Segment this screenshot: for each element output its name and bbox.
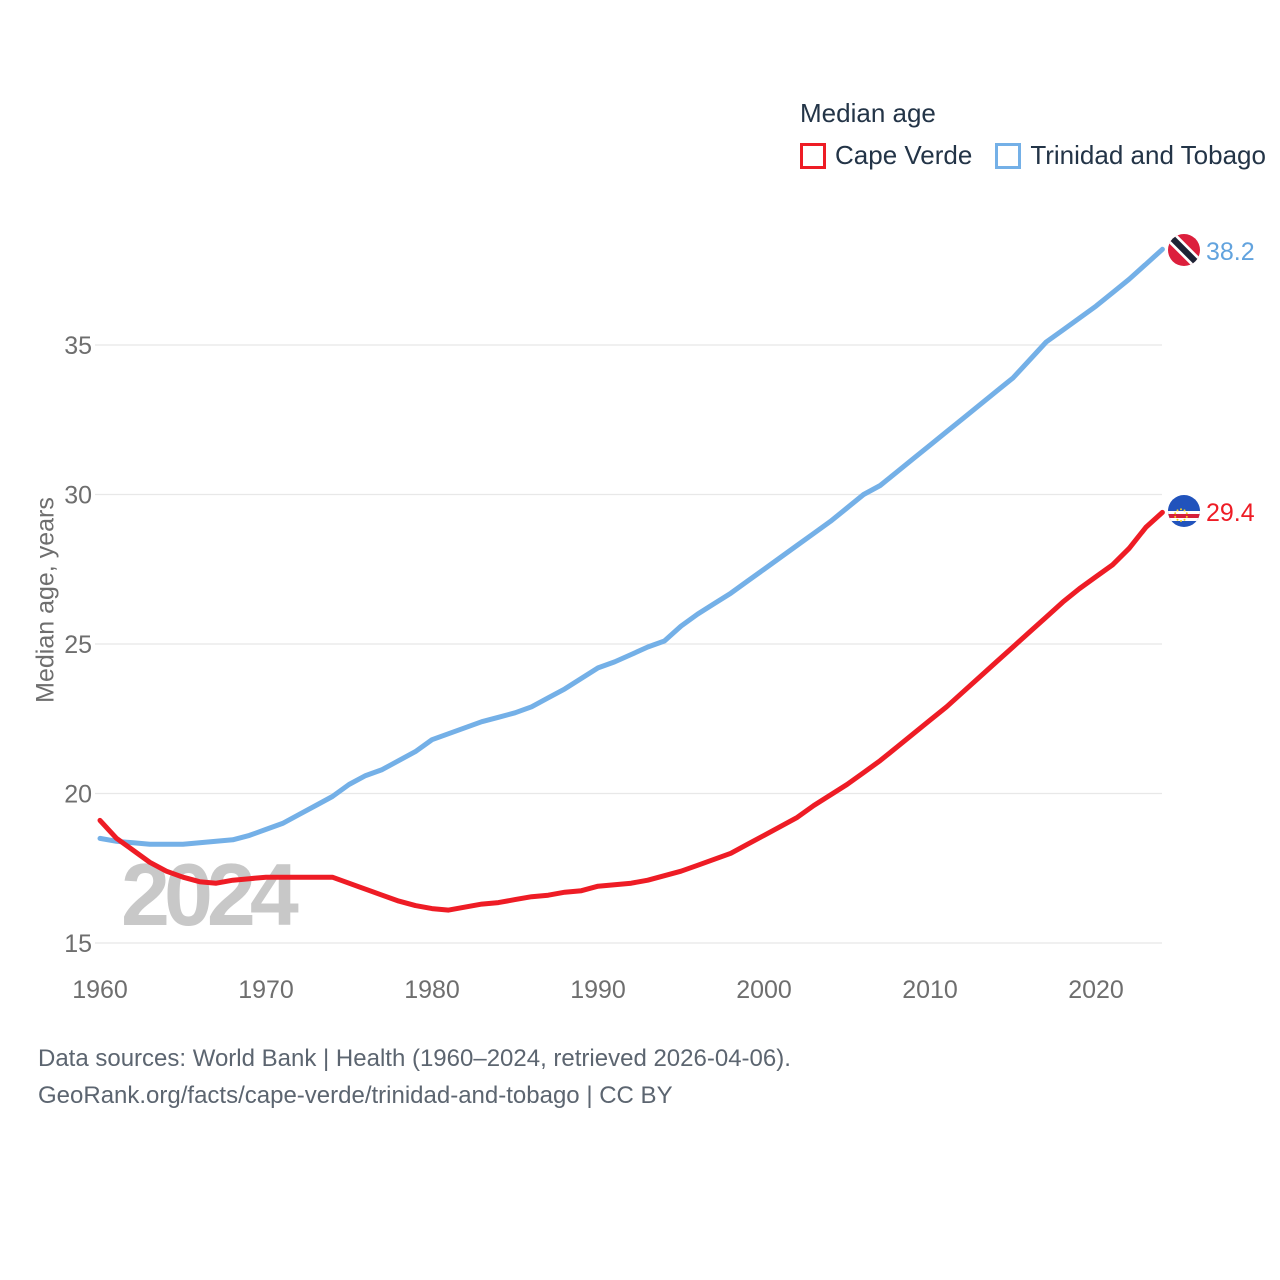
cape-verde-swatch-icon <box>800 142 826 169</box>
legend-item-label: Trinidad and Tobago <box>1030 140 1266 170</box>
trinidad-and-tobago-swatch-icon <box>995 142 1022 169</box>
series-line-cape-verde[interactable] <box>97 509 1165 913</box>
legend-item-cape-verde[interactable]: Cape Verde <box>800 140 972 171</box>
trinidad-end-value-label: 38.2 <box>1206 238 1255 266</box>
data-sources-line: Data sources: World Bank | Health (1960–… <box>38 1045 791 1072</box>
series-line-trinidad-and-tobago[interactable] <box>97 246 1165 847</box>
x-tick-label: 1960 <box>72 976 128 1004</box>
legend-item-trinidad-and-tobago[interactable]: Trinidad and Tobago <box>995 140 1266 171</box>
y-tick-label: 25 <box>64 631 92 659</box>
trinidad-and-tobago-flag-icon <box>1168 234 1200 266</box>
x-tick-label: 2000 <box>736 976 792 1004</box>
y-tick-label: 15 <box>64 930 92 958</box>
legend: Median age Cape Verde Trinidad and Tobag… <box>800 98 1266 171</box>
x-tick-label: 1970 <box>238 976 294 1004</box>
attribution-line: GeoRank.org/facts/cape-verde/trinidad-an… <box>38 1082 673 1109</box>
x-tick-label: 1980 <box>404 976 460 1004</box>
x-tick-label: 1990 <box>570 976 626 1004</box>
legend-item-label: Cape Verde <box>835 140 973 170</box>
legend-title: Median age <box>800 98 936 128</box>
cape-verde-end-value-label: 29.4 <box>1206 499 1255 527</box>
cape-verde-star-ring <box>1174 508 1188 522</box>
cape-verde-flag-icon <box>1168 495 1200 527</box>
x-tick-label: 2020 <box>1068 976 1124 1004</box>
x-tick-label: 2010 <box>902 976 958 1004</box>
y-tick-label: 20 <box>64 781 92 809</box>
y-tick-label: 30 <box>64 482 92 510</box>
legend-items: Cape Verde Trinidad and Tobago <box>800 140 1266 171</box>
footer: Data sources: World Bank | Health (1960–… <box>38 1040 791 1114</box>
y-tick-label: 35 <box>64 332 92 360</box>
